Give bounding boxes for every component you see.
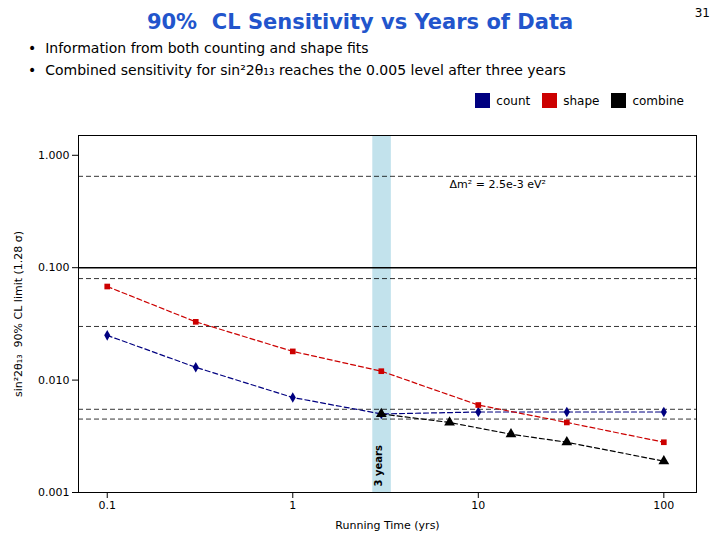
svg-text:Running Time (yrs): Running Time (yrs) xyxy=(335,519,439,532)
svg-text:100: 100 xyxy=(653,499,674,512)
svg-text:10: 10 xyxy=(471,499,485,512)
svg-text:0.1: 0.1 xyxy=(98,499,116,512)
svg-text:1.000: 1.000 xyxy=(38,149,70,162)
svg-text:1: 1 xyxy=(289,499,296,512)
html-text:90% CL Sensitivity vs Years of: 90% CL Sensitivity vs Years of Data xyxy=(146,10,574,34)
svg-text:0.010: 0.010 xyxy=(38,374,70,387)
svg-text:0.100: 0.100 xyxy=(38,261,70,274)
html-text:shape: shape xyxy=(563,93,600,108)
html-text:31: 31 xyxy=(694,6,710,20)
html-text:• Combined sensitivity for sin: • Combined sensitivity for sin²2θ₁₃ reac… xyxy=(28,62,566,78)
svg-text:sin²2θ₁₃ 90% CL limit (1.28 σ: sin²2θ₁₃ 90% CL limit (1.28 σ) xyxy=(12,231,25,397)
html-text:• Information from both counti: • Information from both counting and sha… xyxy=(28,40,369,56)
html-text:combine: combine xyxy=(632,93,684,108)
svg-text:Δm² = 2.5e-3 eV²: Δm² = 2.5e-3 eV² xyxy=(450,178,546,191)
html-text:count: count xyxy=(496,93,531,108)
svg-text:0.001: 0.001 xyxy=(38,486,70,499)
svg-text:3 years: 3 years xyxy=(373,445,384,486)
